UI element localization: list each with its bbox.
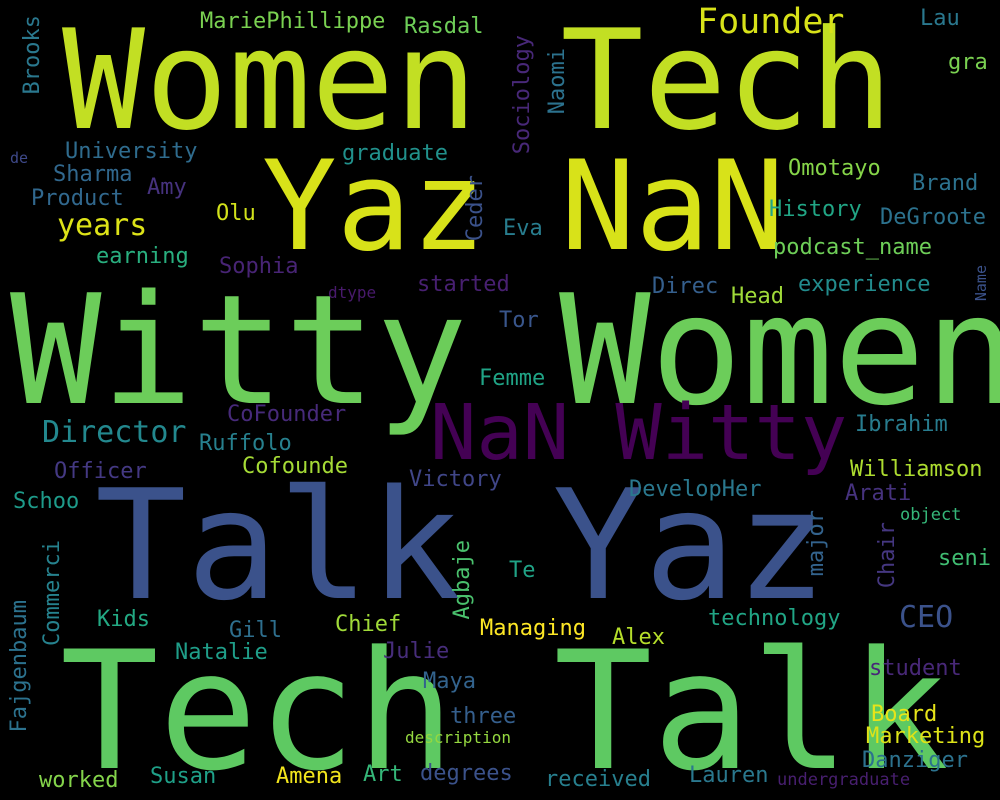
word-sophia: Sophia: [219, 256, 298, 278]
word-fajgenbaum: Fajgenbaum: [9, 600, 31, 732]
word-years: years: [57, 211, 147, 241]
word-ruffolo: Ruffolo: [199, 433, 292, 455]
word-williamson: Williamson: [850, 459, 982, 481]
word-natalie: Natalie: [175, 642, 268, 664]
word-sharma: Sharma: [53, 164, 132, 186]
word-university: University: [65, 141, 197, 163]
word-marketing: Marketing: [866, 726, 985, 748]
word-amy: Amy: [147, 177, 187, 199]
word-podcast-name: podcast_name: [773, 237, 932, 259]
word-direc: Direc: [652, 276, 718, 298]
word-ceder: Ceder: [465, 175, 487, 241]
word-danziger: Danziger: [862, 750, 968, 772]
word-nan-witty: NaN Witty: [430, 395, 847, 472]
word-chief: Chief: [335, 614, 401, 636]
word-brand: Brand: [912, 173, 978, 195]
word-commerci: Commerci: [42, 540, 64, 646]
word-rasdal: Rasdal: [404, 16, 483, 38]
word-arati: Arati: [845, 483, 911, 505]
word-sociology: Sociology: [512, 35, 534, 154]
word-ceo: CEO: [899, 603, 953, 633]
word-history: History: [769, 199, 862, 221]
word-victory: Victory: [409, 469, 502, 491]
word-undergraduate: undergraduate: [777, 772, 910, 789]
word-naomi: Naomi: [547, 48, 569, 114]
word-gra: gra: [948, 52, 988, 74]
word-student: student: [869, 658, 962, 680]
word-board: Board: [871, 704, 937, 726]
word-susan: Susan: [150, 766, 216, 788]
word-cofounde: Cofounde: [242, 456, 348, 478]
word-femme: Femme: [479, 368, 545, 390]
word-degrees: degrees: [420, 763, 513, 785]
word-julie: Julie: [383, 641, 449, 663]
word-brooks: Brooks: [22, 15, 44, 94]
word-omotayo: Omotayo: [788, 158, 881, 180]
word-yaz-nan: Yaz NaN: [262, 145, 785, 269]
word-ibrahim: Ibrahim: [855, 414, 948, 436]
word-founder: Founder: [697, 5, 845, 40]
word-three: three: [450, 706, 516, 728]
word-lauren: Lauren: [689, 765, 768, 787]
word-schoo: Schoo: [13, 491, 79, 513]
word-tor: Tor: [499, 310, 539, 332]
word-olu: Olu: [216, 203, 256, 225]
word-name: Name: [974, 265, 989, 301]
word-degroote: DeGroote: [880, 207, 986, 229]
word-mariephillippe: MariePhillippe: [200, 11, 385, 33]
word-worked: worked: [39, 770, 118, 792]
word-kids: Kids: [97, 609, 150, 631]
word-major: major: [806, 510, 828, 576]
word-dtype: dtype: [328, 285, 376, 301]
word-de: de: [10, 151, 28, 166]
word-amena: Amena: [276, 766, 342, 788]
word-lau: Lau: [920, 8, 960, 30]
word-received: received: [545, 769, 651, 791]
word-agbaje: Agbaje: [452, 540, 474, 619]
word-description: description: [405, 730, 511, 746]
word-managing: Managing: [480, 618, 586, 640]
word-gill: Gill: [229, 620, 282, 642]
word-experience: experience: [798, 274, 930, 296]
word-earning: earning: [96, 246, 189, 268]
word-seni: seni: [938, 548, 991, 570]
word-chair: Chair: [877, 522, 899, 588]
word-alex: Alex: [612, 627, 665, 649]
word-head: Head: [731, 286, 784, 308]
word-developher: DevelopHer: [629, 479, 761, 501]
word-director: Director: [42, 418, 187, 448]
word-maya: Maya: [423, 671, 476, 693]
word-product: Product: [31, 188, 124, 210]
word-officer: Officer: [54, 461, 147, 483]
word-graduate: graduate: [342, 143, 448, 165]
word-cofounder: CoFounder: [227, 404, 346, 426]
word-art: Art: [363, 764, 403, 786]
word-eva: Eva: [503, 218, 543, 240]
word-object: object: [900, 507, 961, 524]
word-started: started: [417, 274, 510, 296]
word-technology: technology: [708, 608, 840, 630]
word-te: Te: [509, 560, 536, 582]
